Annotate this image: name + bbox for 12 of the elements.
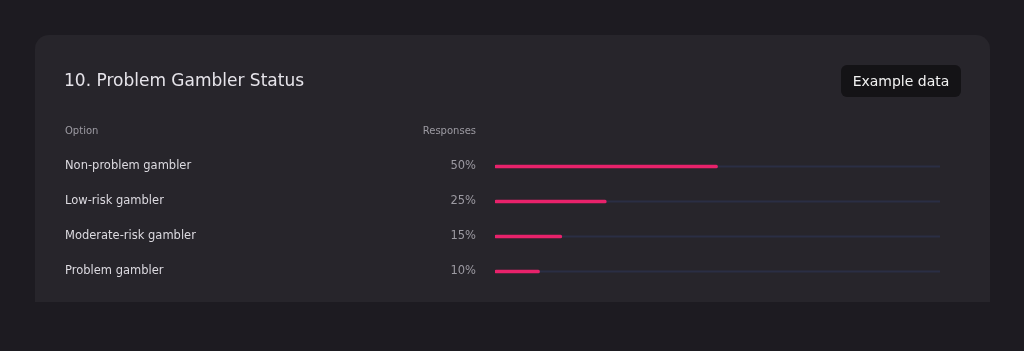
y-tick-label: Moderate-risk gambler <box>65 228 197 243</box>
text: Example data <box>841 65 961 97</box>
y-tick-label: Non-problem gambler <box>65 158 192 173</box>
x-axis-title: Responses <box>422 124 476 136</box>
data-label: 50% <box>450 158 477 173</box>
y-axis-title: Option <box>65 124 99 136</box>
data-label: 25% <box>450 193 477 208</box>
text: 10. Problem Gambler Status <box>64 70 305 90</box>
y-tick-label: Low-risk gambler <box>65 193 165 208</box>
y-tick-label: Problem gambler <box>65 263 164 278</box>
data-label: 10% <box>450 263 477 278</box>
data-label: 15% <box>450 228 477 243</box>
